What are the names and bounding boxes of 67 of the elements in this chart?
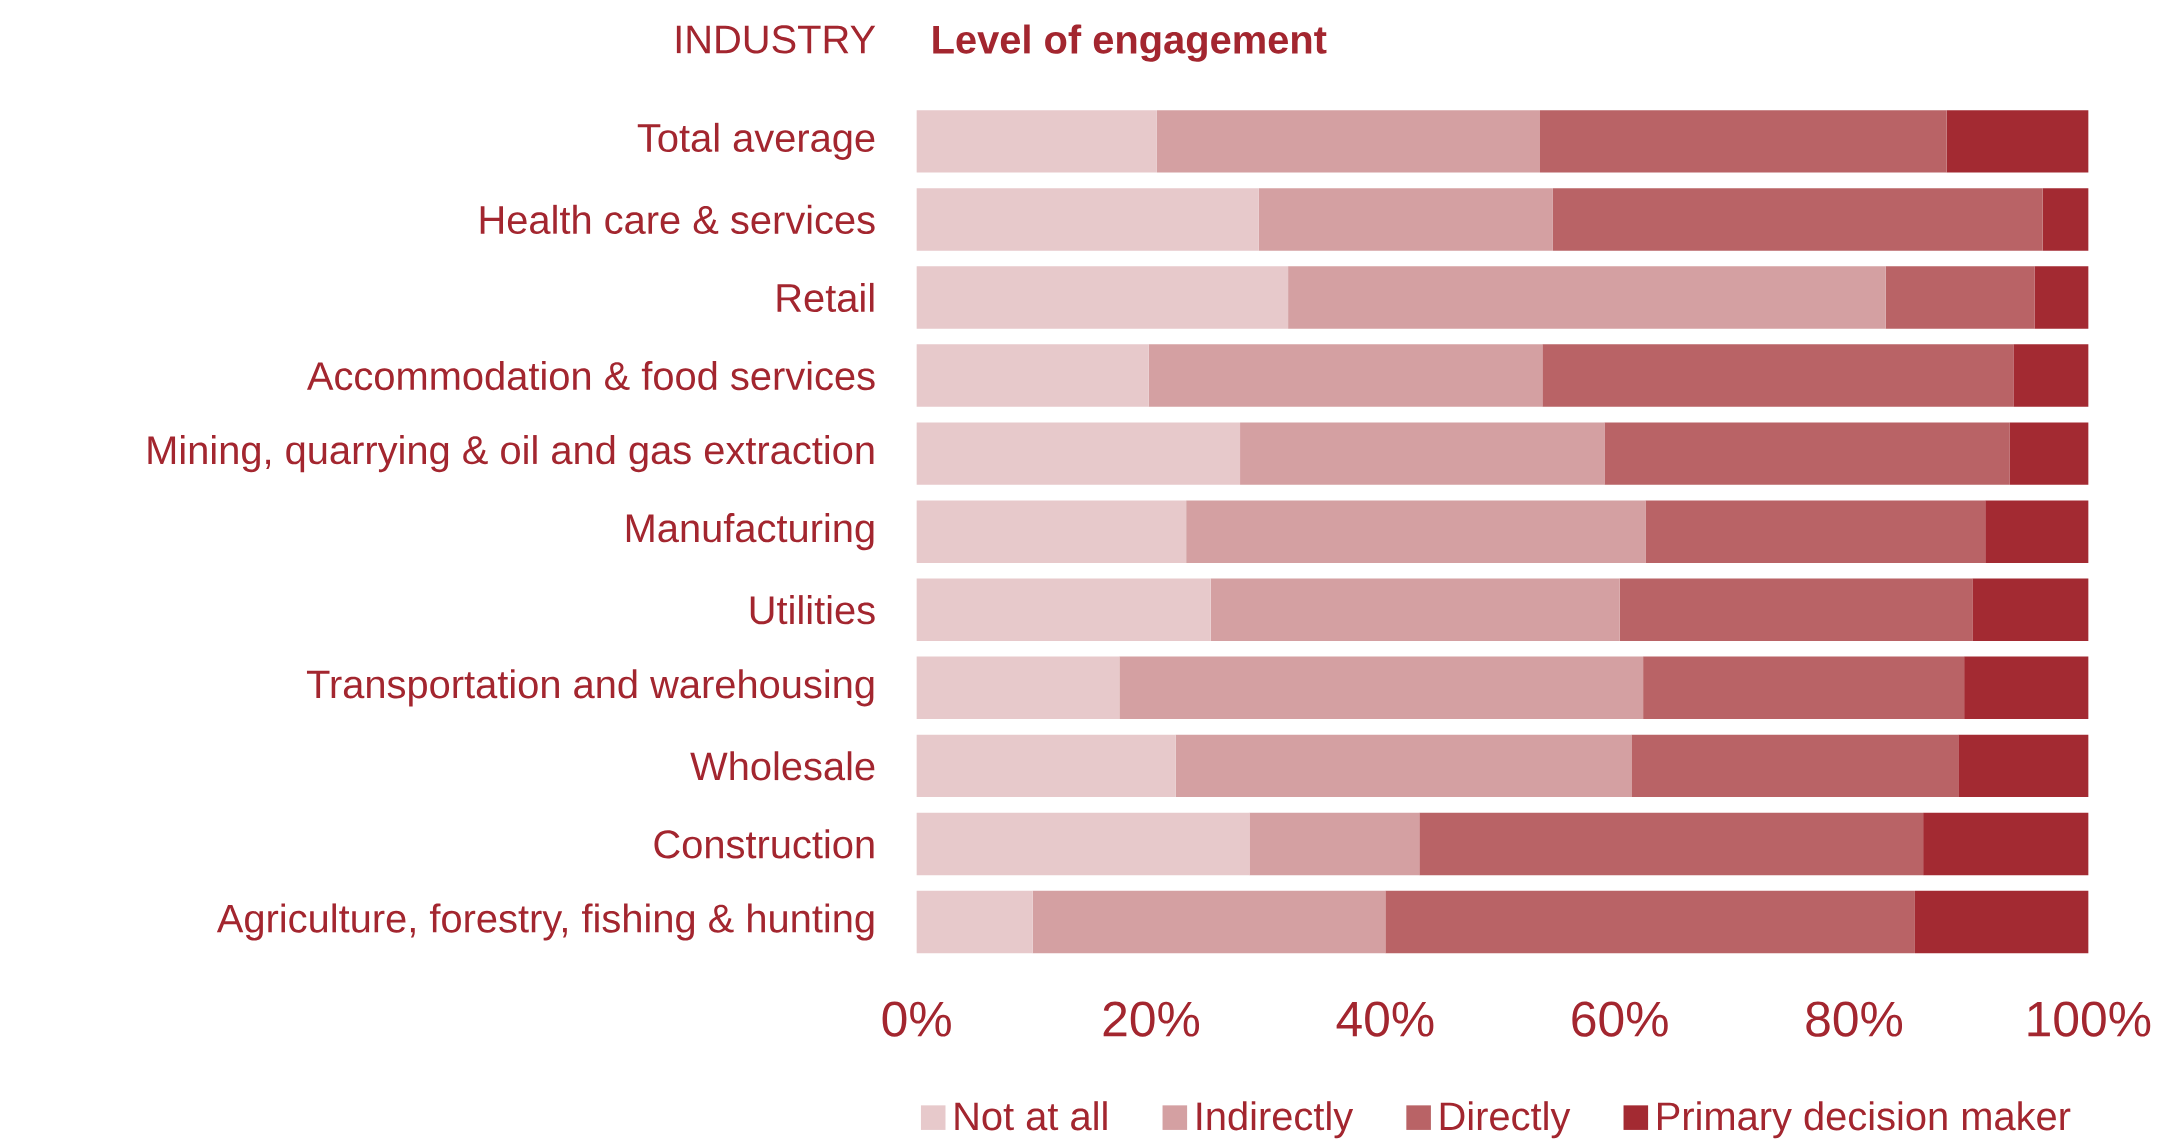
bar [1631, 734, 1959, 798]
bar [1619, 578, 1973, 641]
bar [916, 188, 1259, 251]
y-tick-label: Mining, quarrying & oil and gas extraction [148, 435, 874, 473]
bar [1249, 812, 1420, 876]
x-tick-label: 100% [2028, 1001, 2151, 1037]
y-tick-label: Agriculture, forestry, fishing & hunting [216, 903, 874, 941]
y-tick-label: Construction [654, 829, 874, 859]
y-tick-label: Utilities [750, 595, 875, 625]
bar [916, 812, 1250, 876]
bar [2042, 188, 2089, 251]
bar [1923, 812, 2089, 876]
legend-label: Directly [1440, 1101, 1571, 1139]
y-tick-label: Wholesale [690, 751, 875, 781]
y-tick-label: Total average [637, 122, 875, 160]
y-tick-label: Retail [777, 282, 874, 313]
bar [1119, 656, 1644, 720]
x-tick-label: 40% [1336, 1001, 1434, 1037]
legend-label: Not at all [955, 1101, 1107, 1131]
legend-label: Primary decision maker [1658, 1101, 2071, 1139]
y-axis-title: INDUSTRY [676, 25, 876, 54]
legend-label: Indirectly [1197, 1101, 1354, 1139]
bar [916, 656, 1120, 720]
bar [1946, 110, 2089, 173]
bar [1148, 344, 1543, 407]
bar [2013, 344, 2089, 407]
bar [1643, 656, 1965, 720]
y-tick-label: Health care & services [480, 204, 875, 235]
bar [916, 578, 1211, 641]
bar [1645, 500, 1986, 563]
y-tick-label: Accommodation & food services [306, 360, 875, 391]
bar [1958, 734, 2089, 798]
bar [1540, 110, 1947, 173]
bar [1604, 422, 2010, 485]
bar [1985, 500, 2089, 563]
x-tick-label: 20% [1103, 1001, 1200, 1037]
bar [1385, 890, 1915, 954]
bar [1186, 500, 1646, 563]
bar [1964, 656, 2089, 720]
bar [1552, 188, 2043, 251]
bar [916, 266, 1289, 329]
y-tick-label: Manufacturing [626, 513, 874, 551]
bar [916, 890, 1033, 954]
x-tick-label: 60% [1572, 1001, 1668, 1037]
bar [1885, 266, 2035, 329]
bar [1175, 734, 1632, 798]
chart-title: Level of engagement [933, 24, 1327, 62]
bar [916, 110, 1157, 173]
x-tick-label: 80% [1806, 1001, 1903, 1037]
y-tick-label: Transportation and warehousing [306, 669, 874, 707]
bar [1156, 110, 1540, 173]
bar [916, 422, 1241, 485]
x-tick-label: 0% [882, 1001, 951, 1037]
bar [1032, 890, 1386, 954]
bar [1240, 422, 1605, 485]
bar [1419, 812, 1924, 876]
bar [916, 500, 1187, 563]
bar [1972, 578, 2089, 641]
bar [1258, 188, 1553, 251]
bar [916, 344, 1149, 407]
bar [2034, 266, 2089, 329]
bar [1288, 266, 1886, 329]
bar [1210, 578, 1620, 641]
bar [916, 734, 1176, 798]
bar [1914, 890, 2089, 954]
bar [2009, 422, 2089, 485]
bar [1542, 344, 2014, 407]
